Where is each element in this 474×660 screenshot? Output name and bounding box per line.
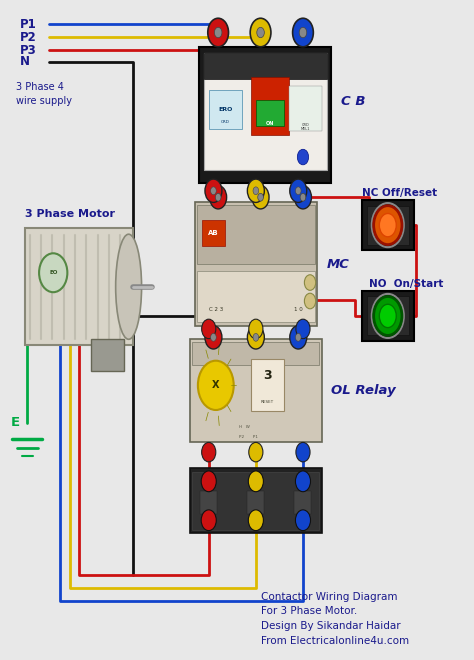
Circle shape [257,27,264,38]
FancyBboxPatch shape [204,53,327,170]
Circle shape [249,319,263,339]
Text: C 2 3: C 2 3 [209,307,223,312]
Circle shape [249,442,263,462]
Circle shape [379,213,396,237]
Text: X: X [212,380,219,390]
FancyBboxPatch shape [200,491,217,513]
Circle shape [201,510,216,531]
Circle shape [297,149,309,165]
Circle shape [210,187,216,195]
Text: EO: EO [49,270,57,275]
Circle shape [247,179,264,203]
Circle shape [258,193,264,201]
Circle shape [201,319,216,339]
Text: Contactor Wiring Diagram
For 3 Phase Motor.
Design By Sikandar Haidar
From Elect: Contactor Wiring Diagram For 3 Phase Mot… [261,591,409,646]
Circle shape [247,325,264,349]
Circle shape [210,333,216,341]
FancyBboxPatch shape [289,86,322,131]
Circle shape [290,325,307,349]
FancyBboxPatch shape [197,271,315,323]
Text: CRD
MEL1: CRD MEL1 [301,123,310,131]
Text: 3 Phase 4
wire supply: 3 Phase 4 wire supply [16,82,72,106]
Circle shape [374,206,402,245]
Circle shape [304,293,316,309]
Circle shape [300,193,306,201]
Text: MC: MC [327,257,349,271]
Circle shape [205,325,222,349]
FancyBboxPatch shape [366,206,409,245]
Circle shape [374,296,402,335]
Circle shape [210,185,227,209]
Text: NC Off/Reset: NC Off/Reset [362,188,437,198]
Circle shape [201,471,216,492]
FancyBboxPatch shape [366,296,409,335]
Circle shape [290,179,307,203]
FancyBboxPatch shape [199,47,331,183]
Text: 3: 3 [264,369,272,382]
Text: AB: AB [208,230,219,236]
Circle shape [253,333,259,341]
Text: 3 Phase Motor: 3 Phase Motor [25,209,115,218]
Text: H   W: H W [239,425,250,429]
FancyBboxPatch shape [251,360,284,411]
Circle shape [39,253,67,292]
Circle shape [294,185,311,209]
Text: N: N [20,55,30,68]
Ellipse shape [116,234,142,339]
FancyBboxPatch shape [91,339,124,371]
Text: P3: P3 [20,44,37,57]
Text: C B: C B [341,95,365,108]
Circle shape [296,442,310,462]
Circle shape [201,442,216,462]
FancyBboxPatch shape [25,228,133,345]
FancyBboxPatch shape [190,339,322,442]
FancyBboxPatch shape [362,201,414,249]
Text: P2: P2 [20,30,37,44]
Circle shape [248,510,264,531]
FancyBboxPatch shape [195,203,317,325]
FancyBboxPatch shape [362,291,414,341]
Circle shape [295,471,310,492]
FancyBboxPatch shape [201,220,225,246]
Text: CRD: CRD [221,120,230,124]
Text: P2       P1: P2 P1 [239,435,258,439]
FancyBboxPatch shape [190,469,322,533]
FancyBboxPatch shape [294,491,311,513]
FancyBboxPatch shape [192,472,319,530]
FancyBboxPatch shape [209,90,242,129]
FancyBboxPatch shape [204,53,327,79]
Circle shape [214,27,222,38]
Circle shape [296,319,310,339]
Text: 1 0: 1 0 [293,307,302,312]
Circle shape [250,18,271,47]
Circle shape [198,361,234,410]
Circle shape [248,471,264,492]
Circle shape [295,510,310,531]
Circle shape [253,187,259,195]
FancyBboxPatch shape [247,491,264,513]
FancyBboxPatch shape [192,342,319,364]
Text: OL Relay: OL Relay [331,384,396,397]
Text: E: E [11,416,20,430]
Circle shape [379,304,396,327]
Circle shape [252,185,269,209]
Text: ERO: ERO [218,106,232,112]
FancyBboxPatch shape [197,205,315,264]
Text: P1: P1 [20,18,37,30]
Circle shape [208,18,228,47]
Text: RESET: RESET [261,399,274,403]
Text: NO  On/Start: NO On/Start [369,279,443,288]
Circle shape [292,18,313,47]
Circle shape [299,27,307,38]
Circle shape [295,187,301,195]
FancyBboxPatch shape [251,77,289,135]
Text: ON: ON [266,121,274,125]
Circle shape [205,179,222,203]
Circle shape [295,333,301,341]
Circle shape [304,275,316,290]
FancyBboxPatch shape [256,100,284,126]
Circle shape [215,193,221,201]
